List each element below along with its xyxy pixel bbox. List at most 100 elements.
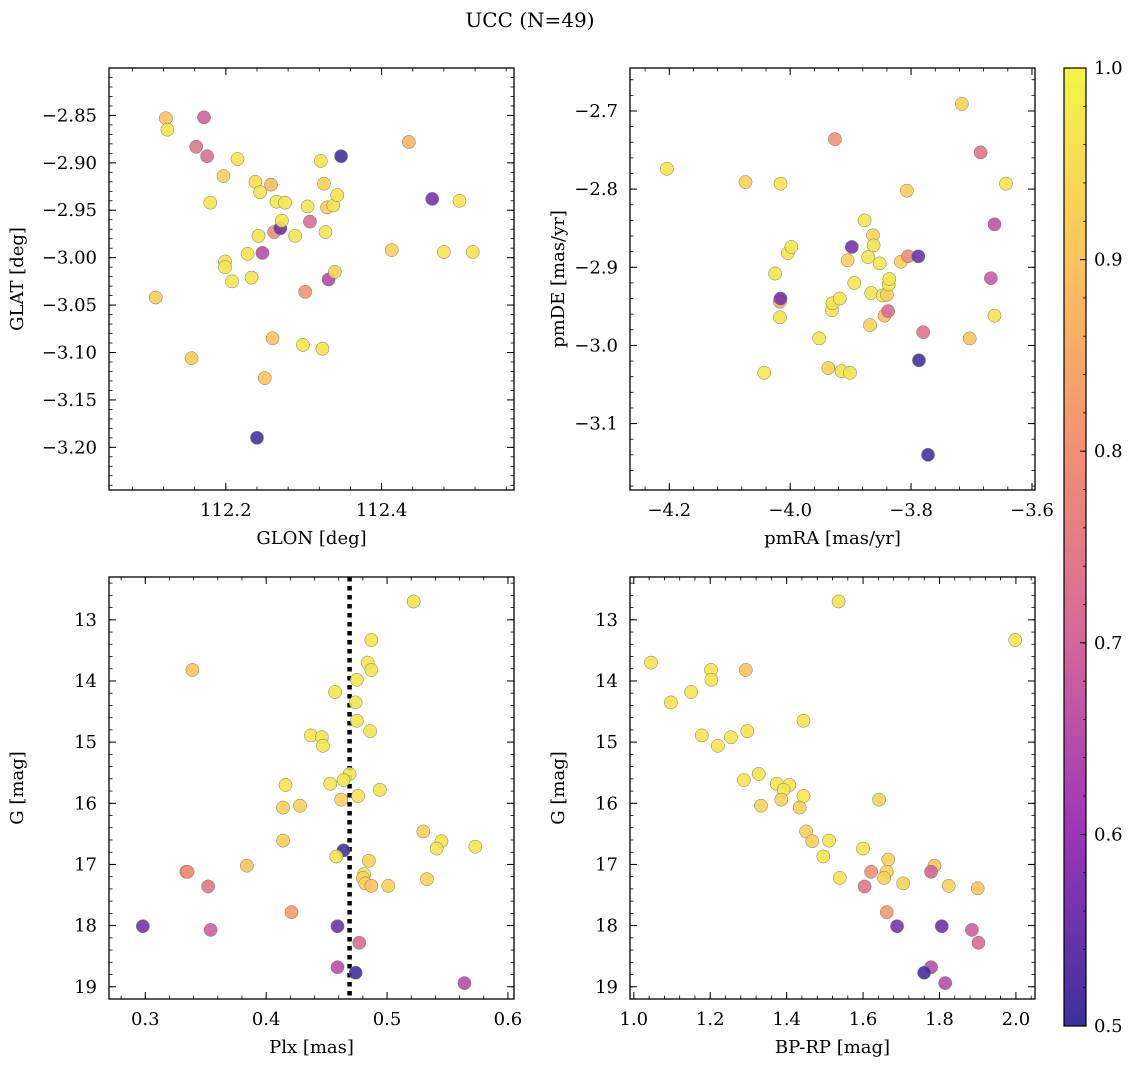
data-point (754, 798, 768, 813)
points (136, 594, 483, 990)
data-point (264, 177, 278, 192)
data-point (278, 778, 293, 792)
data-point (796, 713, 811, 728)
data-point (711, 738, 725, 753)
colorbar: 0.5 0.6 0.7 0.8 0.9 1.0 (1063, 58, 1123, 1037)
data-point (218, 260, 232, 274)
data-point (180, 864, 195, 879)
data-point (348, 695, 363, 710)
data-point (1008, 633, 1022, 647)
x-tick-label: 0.6 (494, 1009, 523, 1030)
data-point (751, 767, 766, 781)
data-point (330, 188, 345, 202)
data-point (300, 199, 315, 214)
data-point (276, 833, 290, 848)
data-point (352, 935, 367, 950)
axes-frame (629, 67, 1036, 491)
y-tick-label: 19 (595, 977, 618, 998)
data-point (774, 792, 789, 807)
data-point (738, 175, 753, 189)
x-axis-label: Plx [mas] (269, 1037, 354, 1058)
x-tick-label: 1.6 (849, 1009, 878, 1030)
data-point (737, 773, 751, 787)
data-point (160, 122, 175, 137)
data-point (230, 152, 245, 166)
data-point (296, 338, 310, 352)
data-point (740, 724, 755, 738)
data-point (863, 318, 877, 332)
y-tick-label: −2.9 (574, 257, 618, 278)
data-point (336, 773, 351, 787)
data-point (832, 871, 847, 885)
points (148, 110, 480, 445)
panel-glon-glat: 112.2 112.4 −3.20 −3.15 −3.10 −3.05 −3.00 −2.95… (7, 67, 515, 549)
data-point (840, 253, 855, 268)
data-point (664, 695, 678, 710)
data-point (452, 193, 467, 208)
data-point (330, 919, 345, 934)
data-point (384, 243, 399, 257)
data-point (416, 824, 431, 839)
y-tick-label: 16 (595, 793, 618, 814)
x-tick-label: 1.2 (696, 1009, 725, 1030)
x-tick-label: −4.0 (768, 500, 812, 521)
panel-bprp-g: 1.0 1.2 1.4 1.6 1.8 2.0 13 14 15 16 17 18 19 BP-RP [m… (548, 576, 1036, 1058)
data-point (253, 185, 267, 200)
data-point (881, 304, 895, 318)
data-point (916, 325, 931, 339)
data-point (738, 663, 753, 677)
data-point (857, 879, 872, 894)
data-point (861, 250, 876, 264)
data-point (364, 663, 379, 677)
data-point (796, 789, 811, 803)
data-point (255, 246, 270, 260)
data-point (288, 229, 302, 243)
data-point (406, 594, 421, 609)
data-point (832, 291, 847, 306)
y-tick-label: −3.20 (42, 437, 97, 458)
colorbar-tick-label: 1.0 (1094, 58, 1123, 79)
data-point (136, 919, 150, 934)
data-point (284, 905, 299, 920)
x-tick-label: −3.8 (889, 500, 933, 521)
data-point (987, 308, 1002, 323)
data-point (962, 331, 977, 346)
data-point (278, 195, 292, 210)
y-axis-label: pmDE [mas/yr] (548, 210, 569, 348)
x-tick-label: −4.2 (647, 500, 691, 521)
data-point (821, 361, 836, 375)
data-point (965, 923, 979, 937)
data-point (694, 728, 709, 743)
data-point (276, 800, 290, 815)
data-point (189, 139, 204, 154)
data-point (938, 976, 953, 990)
data-point (315, 341, 330, 356)
data-point (372, 782, 387, 797)
x-tick-label: −3.6 (1010, 500, 1054, 521)
x-tick-label: 0.3 (131, 1009, 160, 1030)
data-point (334, 149, 348, 164)
data-point (822, 833, 836, 848)
data-point (757, 365, 772, 380)
y-tick-label: 13 (74, 610, 97, 631)
data-point (362, 853, 376, 868)
data-point (864, 286, 879, 300)
data-point (843, 365, 857, 380)
x-axis-label: BP-RP [mag] (775, 1037, 890, 1058)
y-tick-label: −2.90 (42, 153, 97, 174)
data-point (973, 145, 988, 160)
data-point (425, 192, 440, 206)
data-point (313, 154, 328, 168)
x-tick-label: 112.4 (356, 500, 408, 521)
x-tick-label: 112.2 (200, 500, 252, 521)
data-point (317, 176, 331, 191)
figure-title: UCC (N=49) (465, 8, 594, 32)
panel-plx-g: 0.3 0.4 0.5 0.6 13 14 15 16 17 18 19 Plx [mas] G [ma… (7, 576, 523, 1058)
y-tick-label: 17 (595, 854, 618, 875)
y-tick-label: −3.0 (574, 335, 618, 356)
data-point (792, 800, 807, 815)
data-point (328, 265, 342, 279)
data-point (970, 881, 985, 896)
data-point (866, 238, 881, 253)
